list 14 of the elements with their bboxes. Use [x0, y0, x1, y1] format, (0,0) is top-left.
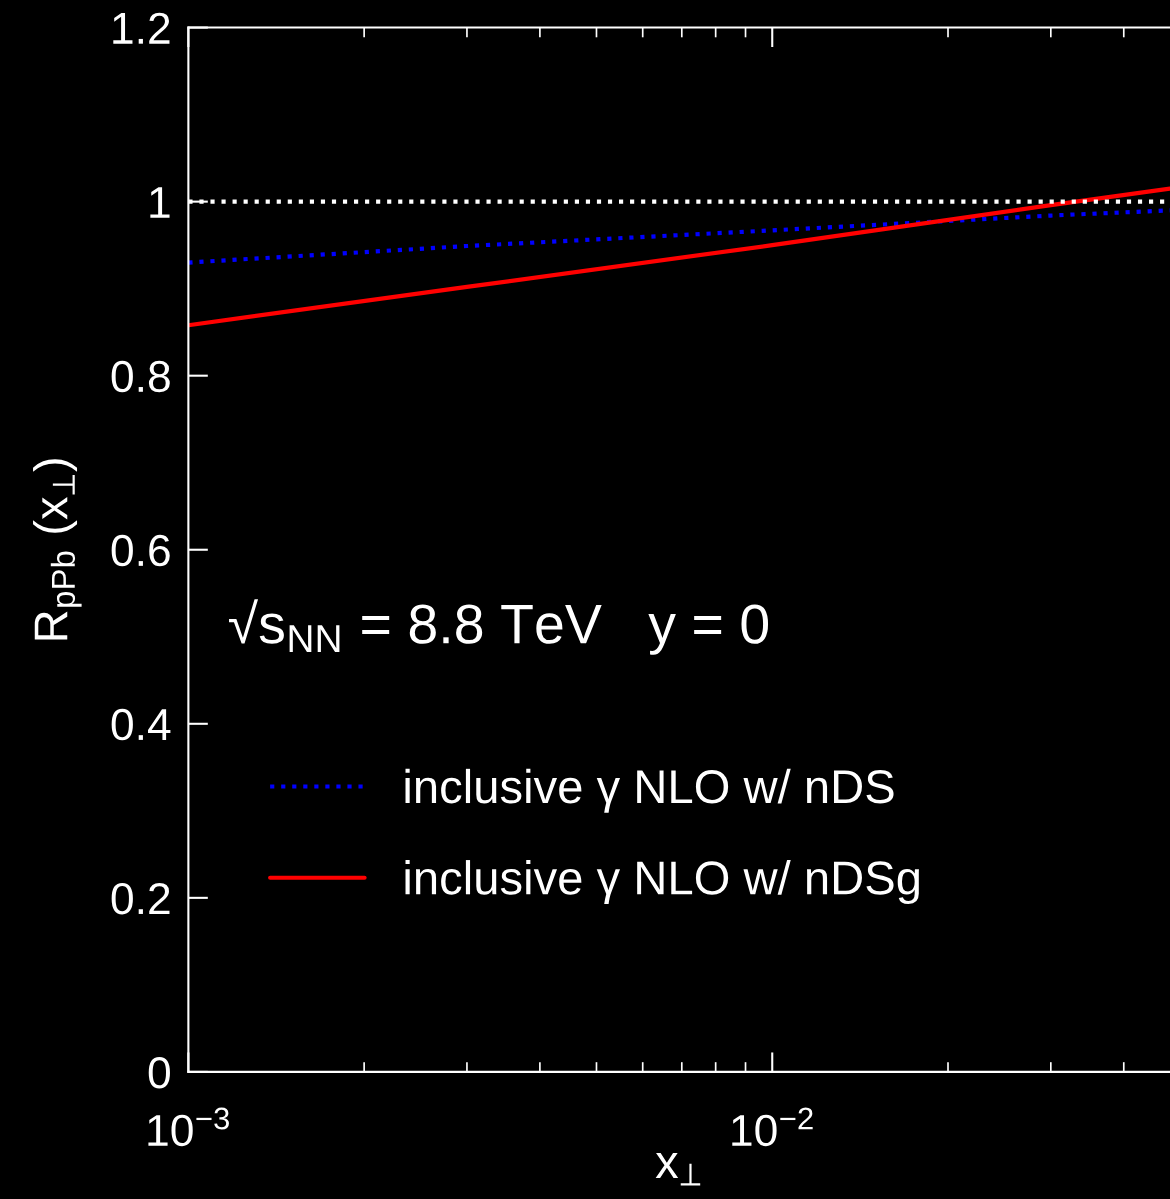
- y-axis-title: R$_{pPb}$ (x$_{⊥}$): [33, 459, 82, 640]
- y-tick-label: 1.2: [113, 12, 170, 44]
- annotation: √s$_{NN}$ = 8.8 TeV y = 0: [229, 599, 769, 655]
- y-tick-label: 0: [148, 1056, 170, 1089]
- y-tick-label: 0.4: [111, 708, 171, 741]
- y-tick-label: 0.8: [111, 360, 170, 393]
- y-tick-label: 0.6: [111, 534, 170, 567]
- legend-label: inclusive γ NLO w/ nDS: [405, 768, 894, 813]
- legend-label: inclusive γ NLO w/ nDSg: [405, 860, 919, 905]
- x-tick-label: 10$^{−2}$: [732, 1107, 813, 1147]
- x-tick-label: 10$^{−3}$: [148, 1107, 229, 1147]
- x-axis-title: x$_{⊥}$: [655, 1153, 701, 1186]
- y-tick-label: 0.2: [111, 882, 170, 915]
- y-tick-label: 1: [150, 187, 170, 218]
